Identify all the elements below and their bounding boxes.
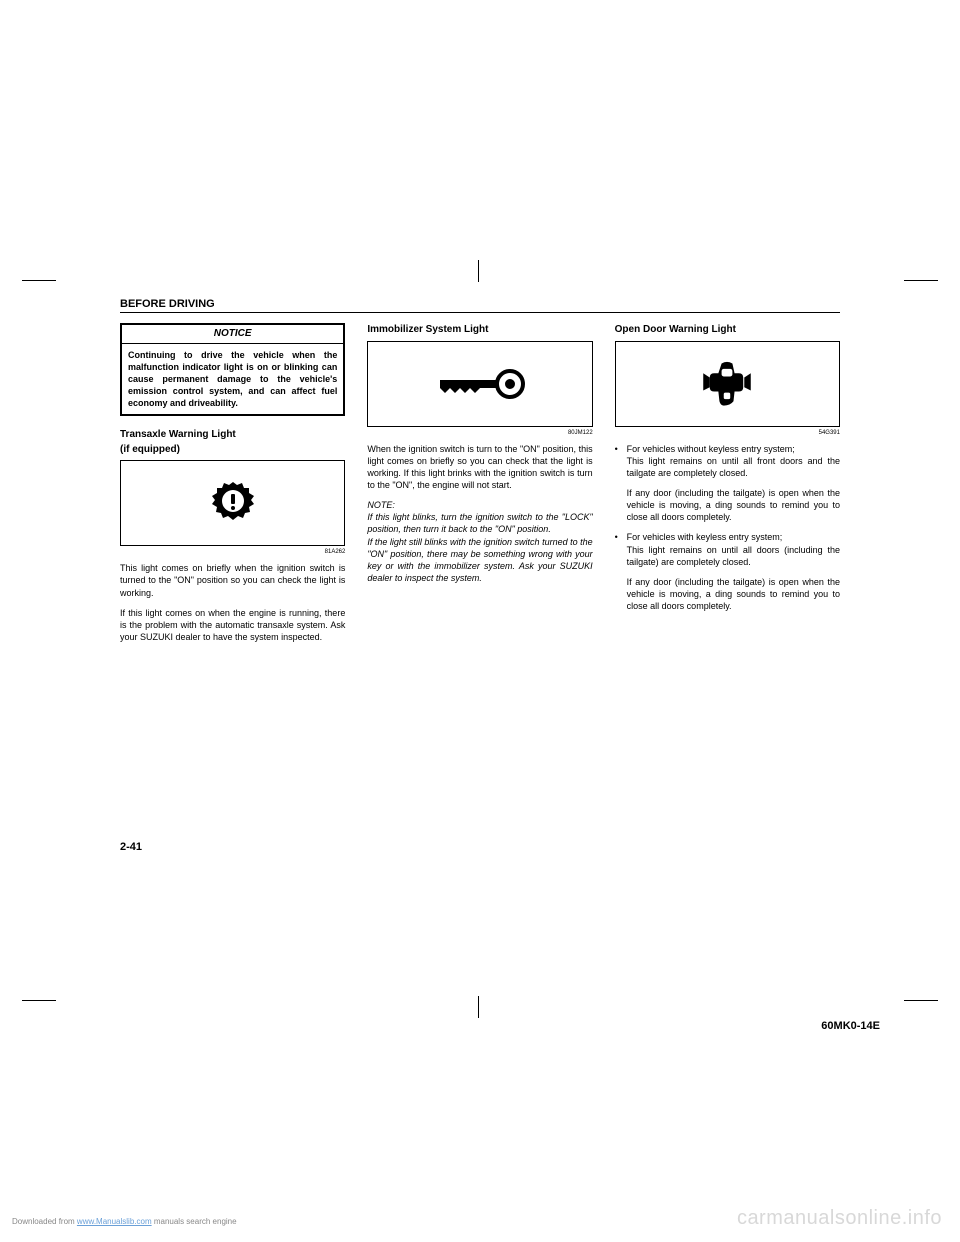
key-icon	[430, 364, 530, 404]
page-content: BEFORE DRIVING NOTICE Continuing to driv…	[120, 298, 840, 853]
paragraph: This light comes on briefly when the ign…	[120, 562, 345, 598]
bullet-text: For vehicles with keyless entry system;	[627, 531, 840, 543]
bullet-text: This light remains on until all doors (i…	[627, 544, 840, 568]
columns: NOTICE Continuing to drive the vehicle w…	[120, 323, 840, 651]
open-door-icon-box	[615, 341, 840, 427]
notice-body: Continuing to drive the vehicle when the…	[122, 344, 343, 415]
bullet-icon: •	[615, 443, 627, 524]
bullet-text: If any door (including the tailgate) is …	[627, 576, 840, 612]
door-open-icon	[700, 357, 754, 411]
section-header: BEFORE DRIVING	[120, 298, 840, 313]
paragraph: If this light comes on when the engine i…	[120, 607, 345, 643]
gear-exclaim-icon	[208, 478, 258, 528]
watermark: carmanualsonline.info	[737, 1207, 942, 1230]
bullet-item: • For vehicles with keyless entry system…	[615, 531, 840, 612]
icon-id: 54G391	[615, 429, 840, 437]
column-1: NOTICE Continuing to drive the vehicle w…	[120, 323, 345, 651]
page-number: 2-41	[120, 841, 840, 853]
notice-label: NOTICE	[122, 325, 343, 344]
bullet-text: For vehicles without keyless entry syste…	[627, 443, 840, 455]
icon-id: 80JM122	[367, 429, 592, 437]
immobilizer-icon-box	[367, 341, 592, 427]
transaxle-heading: Transaxle Warning Light	[120, 428, 345, 442]
bullet-icon: •	[615, 531, 627, 612]
footer-suffix: manuals search engine	[152, 1217, 237, 1226]
icon-id: 81A262	[120, 548, 345, 556]
footer-left: Downloaded from www.Manualslib.com manua…	[12, 1217, 237, 1226]
column-3: Open Door Warning Light 54G391 • For veh	[615, 323, 840, 651]
doc-code: 60MK0-14E	[821, 1020, 880, 1032]
open-door-heading: Open Door Warning Light	[615, 323, 840, 337]
immobilizer-heading: Immobilizer System Light	[367, 323, 592, 337]
note-body: If this light blinks, turn the ignition …	[367, 511, 592, 584]
column-2: Immobilizer System Light 80JM122 When th…	[367, 323, 592, 651]
bullet-text: This light remains on until all front do…	[627, 455, 840, 479]
transaxle-subheading: (if equipped)	[120, 443, 345, 457]
transaxle-icon-box	[120, 460, 345, 546]
footer-link[interactable]: www.Manualslib.com	[77, 1217, 152, 1226]
notice-box: NOTICE Continuing to drive the vehicle w…	[120, 323, 345, 416]
bullet-text: If any door (including the tailgate) is …	[627, 487, 840, 523]
footer-prefix: Downloaded from	[12, 1217, 77, 1226]
paragraph: When the ignition switch is turn to the …	[367, 443, 592, 492]
bullet-item: • For vehicles without keyless entry sys…	[615, 443, 840, 524]
note-label: NOTE:	[367, 499, 592, 511]
